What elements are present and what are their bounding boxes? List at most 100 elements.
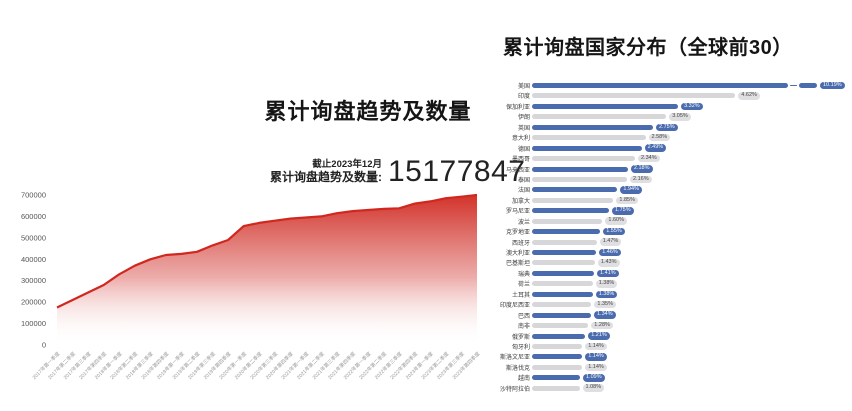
bar [532, 385, 580, 391]
y-tick-label: 100000 [21, 319, 46, 328]
bar [799, 83, 817, 88]
country-label: 斯洛伐克 [505, 365, 530, 372]
value-pill: 1.38% [595, 280, 618, 288]
country-label: 南非 [517, 324, 530, 331]
value-pill: 1.09% [583, 374, 605, 382]
bar [532, 250, 597, 255]
asof-label: 截止2023年12月 [312, 158, 382, 170]
country-chart-title: 累计询盘国家分布（全球前30） [503, 37, 793, 59]
value-pill: 1.38% [595, 290, 618, 298]
country-label: 罗马尼亚 [505, 209, 530, 216]
bar-row: 英国 2.75% [500, 123, 852, 132]
bar-row: 巴西 1.34% [500, 311, 852, 320]
y-tick-label: 700000 [21, 191, 46, 200]
bar-row: 南非 1.28% [500, 321, 852, 330]
country-label: 泰国 [517, 177, 530, 184]
bar [532, 197, 614, 203]
y-tick-label: 0 [42, 341, 46, 350]
y-tick-label: 600000 [21, 212, 46, 221]
bar-row: 西班牙 1.47% [500, 238, 852, 247]
value-pill: 1.28% [591, 321, 613, 330]
bar [532, 124, 653, 130]
bar [532, 103, 679, 109]
y-tick-label: 200000 [21, 298, 46, 307]
area-fill [57, 195, 477, 345]
bar-row: 巴基斯坦 1.43% [500, 258, 852, 267]
bar [532, 166, 628, 172]
bar [532, 187, 618, 193]
value-pill: 2.16% [630, 175, 652, 184]
value-pill: 1.47% [599, 238, 622, 246]
value-pill: 1.14% [585, 363, 607, 372]
country-label: 澳大利亚 [505, 251, 530, 257]
country-label: 匈牙利 [511, 344, 530, 351]
bar-row: 保加利亚 3.32% [500, 102, 852, 111]
country-label: 土耳其 [511, 292, 530, 299]
value-pill: 1.94% [620, 186, 642, 194]
value-pill: 1.55% [603, 227, 625, 236]
bar-row: 法国 1.94% [500, 185, 852, 194]
country-label: 克罗地亚 [505, 230, 530, 237]
bar [532, 114, 667, 120]
bar [532, 323, 589, 329]
bar [532, 312, 591, 318]
country-label: 俄罗斯 [511, 334, 530, 341]
value-pill: 1.43% [597, 259, 620, 267]
value-pill: 1.08% [582, 384, 605, 392]
country-label: 荷兰 [517, 282, 530, 289]
bar-row: 越南 1.09% [500, 373, 852, 382]
bar-row: 瑞典 1.41% [500, 269, 852, 278]
bar [532, 156, 635, 162]
bar-row: 斯洛伐克 1.14% [500, 363, 852, 372]
bar-row: 沙特阿拉伯 1.08% [500, 384, 852, 393]
country-label: 马来西亚 [505, 167, 530, 174]
bar-row: 伊朗 3.05% [500, 112, 852, 121]
bar [532, 343, 583, 349]
value-pill: 2.75% [656, 123, 678, 131]
bar-row: 德国 2.49% [500, 144, 852, 153]
country-label: 英国 [517, 125, 530, 132]
bar-row: 美国 10.19% [500, 81, 852, 90]
value-pill: 10.19% [820, 81, 845, 90]
country-label: 意大利 [511, 136, 530, 143]
bar [532, 354, 583, 360]
value-pill: 1.75% [612, 207, 634, 215]
value-pill: 1.14% [585, 353, 607, 361]
bar [532, 333, 586, 339]
bar [532, 375, 580, 381]
bar [532, 281, 593, 287]
country-label: 德国 [517, 146, 530, 153]
bar-row: 加拿大 1.85% [500, 196, 852, 205]
bar [532, 83, 788, 88]
bar-row: 澳大利亚 1.46% [500, 248, 852, 257]
bar-row: 俄罗斯 1.21% [500, 332, 852, 341]
bar [532, 260, 595, 266]
bar-row: 波兰 1.60% [500, 217, 852, 226]
value-pill: 1.41% [597, 269, 619, 278]
country-label: 越南 [517, 376, 530, 383]
country-label: 斯洛文尼亚 [500, 355, 531, 362]
value-pill: 4.62% [738, 92, 760, 100]
trend-line [56, 193, 478, 309]
bar-row: 泰国 2.16% [500, 175, 852, 184]
value-pill: 1.60% [605, 217, 627, 225]
bar-row: 土耳其 1.38% [500, 290, 852, 299]
value-pill: 1.34% [594, 311, 616, 319]
axis-break-dash [790, 84, 797, 87]
value-pill: 3.05% [669, 113, 691, 121]
value-pill: 1.14% [585, 342, 607, 351]
value-pill: 2.58% [648, 133, 671, 142]
value-pill: 1.35% [594, 300, 616, 309]
bar [532, 239, 597, 245]
value-pill: 2.34% [638, 154, 660, 163]
bar [532, 291, 593, 297]
country-label: 墨西哥 [511, 157, 530, 164]
bar [532, 364, 583, 370]
cumulative-inquiry-count: 15177847 [388, 155, 526, 188]
country-label: 巴西 [517, 313, 530, 320]
bar [532, 176, 627, 182]
trend-chart-title: 累计询盘趋势及数量 [264, 99, 472, 124]
value-pill: 1.21% [588, 332, 610, 340]
bar-row: 印度 4.62% [500, 91, 852, 100]
